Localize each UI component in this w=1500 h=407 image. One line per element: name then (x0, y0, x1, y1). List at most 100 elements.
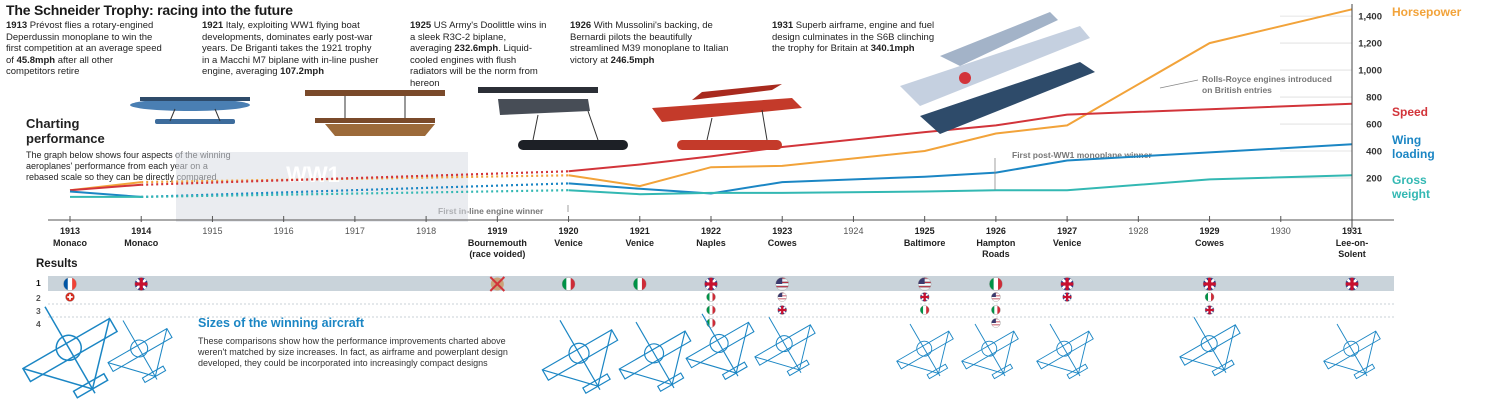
annotation-1913: 1913 Prévost flies a rotary-engined Depe… (6, 20, 162, 77)
wireframe-aircraft (618, 321, 692, 393)
results-row-1-label: 1 (36, 278, 41, 288)
series-line-speed (568, 102, 1353, 173)
flag-us (775, 277, 789, 291)
legend-entry: Speed (1392, 105, 1428, 119)
flag-it (706, 318, 716, 328)
series-line-horsepower-gap (141, 174, 569, 184)
flag-gb (1060, 277, 1074, 291)
results-row-4-label: 4 (36, 319, 41, 329)
wireframe-aircraft (107, 320, 173, 384)
sizes-body: These comparisons show how the performan… (198, 336, 508, 368)
flag-it (989, 277, 1003, 291)
wireframe-aircraft (685, 313, 755, 381)
charting-heading: Charting performance (26, 116, 105, 146)
x-tick-year: 1916 (274, 226, 294, 236)
ww1-label: WW1 (286, 162, 340, 187)
x-tick-year: 1928 (1128, 226, 1148, 236)
y-tick-label: 600 (1366, 120, 1382, 131)
results-row-2-label: 2 (36, 293, 41, 303)
flag-gb (1345, 277, 1359, 291)
flag-us (991, 318, 1001, 328)
charting-body: The graph below shows four aspects of th… (26, 150, 231, 182)
monoplane-note: First post-WW1 monoplane winner (1012, 150, 1152, 160)
x-tick-year: 1921 (630, 226, 650, 236)
flag-it (1204, 292, 1215, 302)
x-tick-place-2: (race voided) (469, 249, 525, 259)
x-tick-place-2: Solent (1338, 249, 1366, 259)
x-tick-year: 1918 (416, 226, 436, 236)
aircraft-1913-illustration (130, 97, 250, 124)
wireframe-aircraft (541, 320, 619, 394)
y-tick-label: 1,400 (1358, 12, 1382, 23)
x-tick-place: Venice (554, 238, 583, 248)
annotation-1921: 1921 Italy, exploiting WW1 flying boat d… (202, 20, 379, 77)
ww1-band (176, 152, 468, 222)
flag-it (633, 277, 647, 291)
annotation-1926: 1926 With Mussolini's backing, de Bernar… (570, 20, 729, 66)
x-tick-place: Monaco (124, 238, 159, 248)
x-tick-place: Cowes (768, 238, 797, 248)
x-tick-year: 1927 (1057, 226, 1077, 236)
aircraft-1921-illustration (305, 90, 445, 136)
x-tick-place: Baltimore (904, 238, 946, 248)
x-tick-year: 1926 (986, 226, 1006, 236)
series-line-wing-loading (568, 143, 1353, 195)
flag-it (991, 305, 1001, 315)
flag-us (991, 292, 1001, 302)
wireframe-aircraft (1179, 317, 1241, 377)
x-tick-place: Lee-on- (1336, 238, 1369, 248)
legend-entry: weight (1391, 187, 1430, 201)
x-tick-year: 1925 (915, 226, 935, 236)
series-line-speed-gap (141, 170, 569, 186)
x-tick-year: 1917 (345, 226, 365, 236)
flag-it (706, 292, 716, 302)
aircraft-1925-illustration (478, 87, 628, 150)
flag-us (917, 277, 932, 291)
x-tick-year: 1929 (1200, 226, 1220, 236)
page-title: The Schneider Trophy: racing into the fu… (6, 2, 293, 18)
flag-gb (1204, 305, 1215, 315)
flag-fr (63, 277, 77, 291)
series-line-horsepower (568, 8, 1353, 188)
legend-entry: Gross (1392, 173, 1427, 187)
flag-gb (1062, 292, 1072, 302)
x-tick-year: 1922 (701, 226, 721, 236)
y-tick-label: 200 (1366, 174, 1382, 185)
aircraft-1931-illustration (900, 12, 1095, 134)
legend-entry: loading (1392, 147, 1435, 161)
flag-it (919, 305, 930, 315)
void-cross (489, 276, 506, 292)
x-tick-year: 1930 (1271, 226, 1291, 236)
x-tick-place: Monaco (53, 238, 88, 248)
flag-gb (704, 277, 718, 291)
x-tick-year: 1914 (131, 226, 151, 236)
flag-gb (777, 305, 787, 315)
y-tick-label: 400 (1366, 147, 1382, 158)
x-tick-place: Naples (696, 238, 726, 248)
legend-entry: Horsepower (1392, 5, 1462, 19)
x-tick-year: 1913 (60, 226, 80, 236)
x-tick-year: 1931 (1342, 226, 1362, 236)
flag-gb (919, 292, 930, 302)
y-tick-label: 1,000 (1358, 66, 1382, 77)
x-tick-place: Hampton (976, 238, 1015, 248)
legend-entry: Wing (1392, 133, 1421, 147)
series-line-speed-early (69, 183, 142, 192)
y-tick-label: 1,200 (1358, 39, 1382, 50)
series-line-wing-loading-gap (141, 182, 569, 198)
results-band-1st (48, 276, 1394, 291)
x-tick-year: 1920 (559, 226, 579, 236)
results-row-3-label: 3 (36, 306, 41, 316)
y-tick-label: 800 (1366, 93, 1382, 104)
annotation-1925: 1925 US Army's Doolittle wins in a sleek… (410, 20, 547, 89)
wireframe-aircraft (754, 317, 816, 377)
inline-note: First in-line engine winner (438, 206, 544, 216)
wireframe-aircraft (1036, 323, 1094, 380)
sizes-title: Sizes of the winning aircraft (198, 316, 364, 330)
wireframe-aircraft (961, 323, 1019, 380)
flag-gb (1202, 277, 1217, 291)
flag-it (706, 305, 716, 315)
flag-it (561, 277, 576, 291)
results-title: Results (36, 258, 78, 270)
